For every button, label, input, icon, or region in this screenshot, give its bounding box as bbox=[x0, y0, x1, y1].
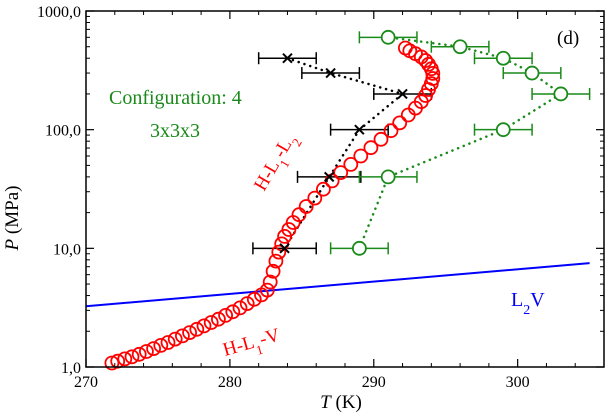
red-circle-point bbox=[353, 148, 369, 164]
red-circle-point bbox=[392, 115, 408, 131]
red-circle-point bbox=[174, 328, 190, 344]
red-circle-point bbox=[307, 190, 323, 206]
red-circle-point bbox=[333, 165, 349, 181]
h-l1-v-a: H-L bbox=[221, 332, 257, 361]
black-cross-point bbox=[282, 53, 293, 64]
red-circle-point bbox=[232, 300, 248, 316]
black-cross-stroke bbox=[354, 124, 365, 135]
black-cross-stroke bbox=[279, 243, 290, 254]
black-cross-stroke bbox=[323, 171, 335, 183]
x-tick-label: 300 bbox=[506, 374, 530, 391]
red-circle-point bbox=[210, 311, 226, 327]
red-circle-point bbox=[315, 181, 331, 197]
red-circle-point bbox=[196, 318, 212, 334]
red-circle-point bbox=[373, 131, 389, 147]
black-cross-point bbox=[397, 88, 408, 100]
red-circle-point bbox=[425, 71, 441, 86]
red-circle-point bbox=[225, 304, 241, 320]
red-circle-point bbox=[104, 355, 120, 371]
x-tick-label: 290 bbox=[362, 374, 386, 391]
green-dotted-connector bbox=[358, 36, 564, 250]
y-axis-title: P (MPa) bbox=[2, 186, 23, 252]
ticks-layer: 270 280 290 300 1,0 10,0 100,0 1000,0 bbox=[37, 4, 604, 391]
red-circle-point bbox=[131, 346, 147, 362]
black-cross-stroke bbox=[282, 53, 293, 64]
red-circle-point bbox=[239, 296, 255, 312]
green-circle-point bbox=[553, 86, 569, 102]
annotation-h-l1-l2: H-L1-L2 bbox=[250, 130, 304, 197]
green-circle-point bbox=[495, 50, 511, 66]
black-cross-point bbox=[323, 171, 335, 183]
annotation-configuration: Configuration: 4 bbox=[109, 87, 242, 109]
red-circle-point bbox=[268, 253, 284, 269]
l2v-s1: 2 bbox=[523, 303, 530, 318]
red-circle-point bbox=[259, 282, 275, 298]
annotation-size: 3x3x3 bbox=[150, 120, 200, 142]
x-tick-label: 280 bbox=[218, 374, 242, 391]
black-cross-stroke bbox=[397, 88, 408, 100]
red-circle-point bbox=[418, 53, 434, 68]
red-circle-point bbox=[262, 274, 278, 290]
x-axis-symbol: T bbox=[320, 392, 332, 413]
y-tick-label: 1000,0 bbox=[37, 4, 81, 21]
x-axis-unit: (K) bbox=[331, 392, 362, 413]
l2v-line bbox=[85, 262, 590, 308]
l2v-a: L bbox=[511, 289, 523, 311]
l2v-line-layer bbox=[85, 262, 590, 308]
red-circle-point bbox=[138, 344, 154, 359]
black-cross-point bbox=[354, 124, 365, 135]
red-circle-point bbox=[146, 341, 162, 357]
red-circle-point bbox=[117, 351, 133, 367]
markers-layer bbox=[104, 29, 591, 371]
connector-lines-layer bbox=[283, 36, 564, 250]
red-circle-point bbox=[189, 321, 205, 337]
panel-label: (d) bbox=[557, 28, 579, 49]
red-circle-point bbox=[265, 263, 281, 279]
red-circle-point bbox=[160, 335, 176, 350]
green-circle-point bbox=[524, 65, 540, 81]
green-circle-point bbox=[495, 122, 511, 138]
h-l1-v-b: -V bbox=[257, 324, 282, 350]
red-circle-point bbox=[153, 337, 169, 353]
black-cross-stroke bbox=[325, 67, 336, 79]
x-tick-label: 270 bbox=[74, 374, 98, 391]
l2v-b: V bbox=[530, 289, 545, 311]
red-circle-point bbox=[203, 315, 219, 330]
green-circle-point bbox=[452, 39, 468, 55]
x-axis-title: T (K) bbox=[320, 392, 362, 413]
red-circle-point bbox=[182, 325, 198, 341]
red-circle-point bbox=[363, 140, 379, 156]
y-axis-unit: (MPa) bbox=[2, 186, 23, 239]
black-cross-point bbox=[325, 67, 336, 79]
y-tick-label: 10,0 bbox=[53, 241, 81, 258]
black-cross-point bbox=[279, 243, 290, 254]
green-circle-point bbox=[380, 29, 396, 45]
y-tick-label: 1,0 bbox=[61, 360, 81, 377]
green-circle-point bbox=[351, 240, 367, 256]
red-circle-point bbox=[246, 291, 262, 307]
y-axis-symbol: P bbox=[2, 238, 23, 251]
red-circle-point bbox=[167, 331, 183, 347]
red-circle-point bbox=[298, 199, 314, 214]
annotation-l2v: L2V bbox=[511, 289, 545, 318]
red-circle-point bbox=[218, 307, 234, 323]
green-circle-point bbox=[380, 169, 396, 185]
h-l1-v-s1: 1 bbox=[254, 341, 264, 357]
red-circle-point bbox=[343, 156, 359, 172]
red-circle-point bbox=[397, 40, 413, 56]
red-circle-point bbox=[271, 244, 287, 260]
y-tick-label: 100,0 bbox=[45, 123, 81, 140]
red-circle-point bbox=[124, 349, 140, 365]
red-circle-point bbox=[383, 123, 399, 139]
